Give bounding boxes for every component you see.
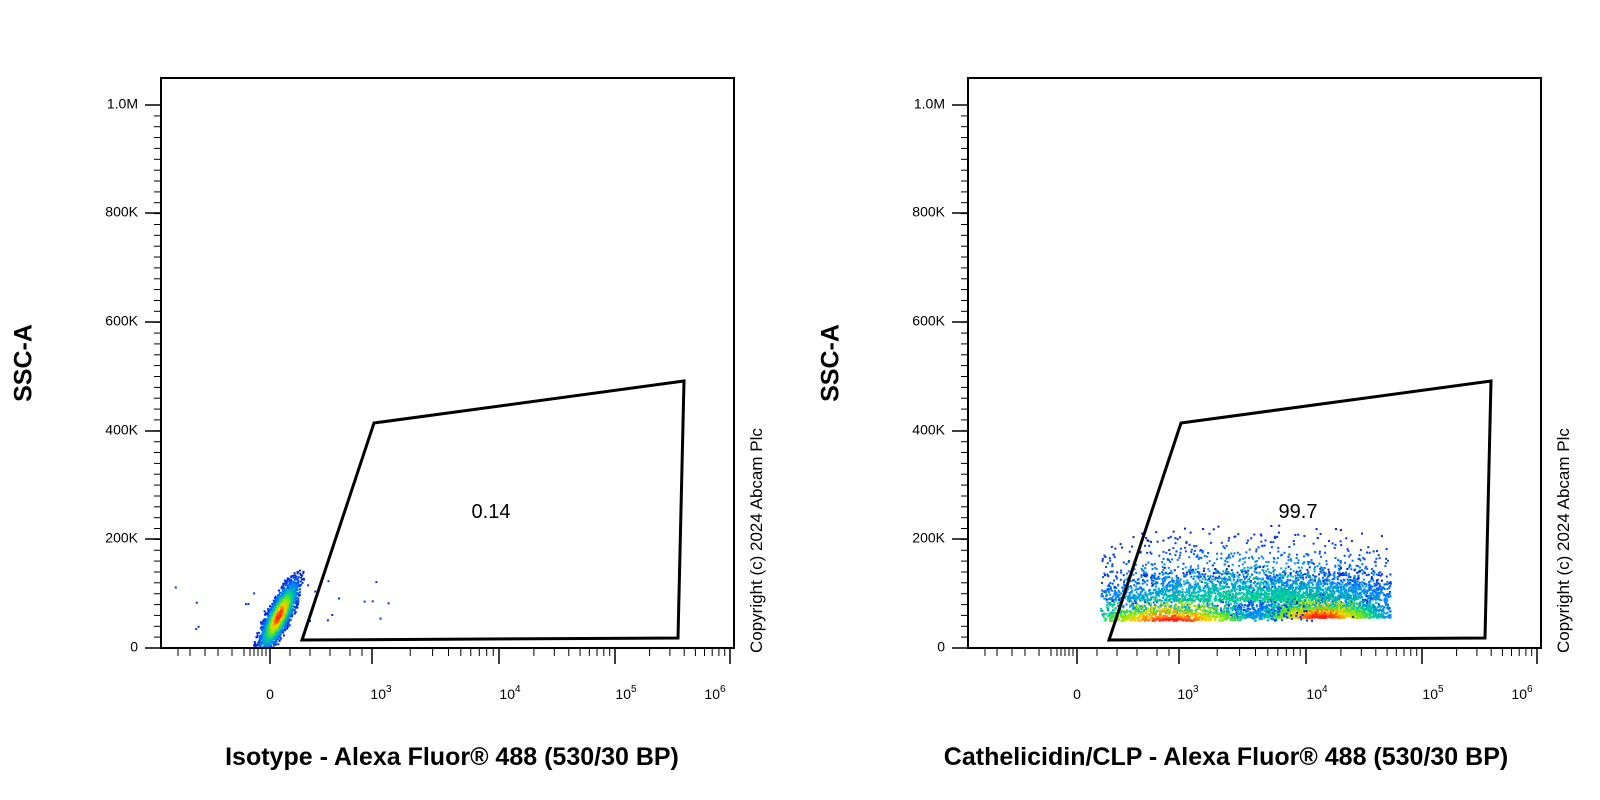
plot-frame	[967, 77, 1542, 649]
y-tick-label: 600K	[912, 313, 945, 329]
gate-percentage: 99.7	[1279, 501, 1318, 523]
y-tick-label: 0	[937, 639, 945, 655]
density-dots	[1100, 524, 1392, 622]
x-tick-label: 104	[499, 684, 521, 702]
x-axis-label: Isotype - Alexa Fluor® 488 (530/30 BP)	[225, 743, 679, 771]
x-minor-ticks	[984, 648, 1533, 656]
density-dots	[174, 569, 390, 648]
y-tick-label: 1.0M	[107, 96, 138, 112]
y-tick-label: 400K	[105, 422, 138, 438]
y-tick-label: 200K	[912, 530, 945, 546]
y-tick-label: 600K	[105, 313, 138, 329]
y-axis-label: SSC-A	[10, 324, 38, 402]
panel-cathelicidin: 0 200K 400K 600K 800K 1.0M 0 103 104 105…	[817, 77, 1573, 771]
gate-polygon	[299, 379, 686, 642]
gate-percentage: 0.14	[472, 501, 511, 523]
y-minor-ticks	[154, 104, 161, 649]
copyright-notice: Copyright (c) 2024 Abcam Plc	[747, 428, 766, 653]
y-tick-label: 800K	[912, 204, 945, 220]
y-axis-label: SSC-A	[817, 324, 845, 402]
y-tick-labels: 0 200K 400K 600K 800K 1.0M	[912, 96, 968, 655]
gate-polygon	[1106, 379, 1493, 642]
y-tick-labels: 0 200K 400K 600K 800K 1.0M	[105, 96, 161, 655]
x-tick-labels: 0 103 104 105 106	[1073, 648, 1538, 702]
y-tick-label: 0	[130, 639, 138, 655]
y-tick-label: 200K	[105, 530, 138, 546]
x-minor-ticks	[177, 648, 726, 656]
x-tick-label: 105	[1422, 684, 1444, 702]
x-tick-label: 103	[370, 684, 392, 702]
x-tick-label: 105	[615, 684, 637, 702]
plot-frame	[160, 77, 735, 649]
x-tick-label: 104	[1306, 684, 1328, 702]
y-tick-label: 1.0M	[914, 96, 945, 112]
x-tick-label: 103	[1177, 684, 1199, 702]
x-axis-label: Cathelicidin/CLP - Alexa Fluor® 488 (530…	[944, 743, 1508, 771]
x-tick-label: 106	[704, 684, 726, 702]
y-tick-label: 400K	[912, 422, 945, 438]
x-tick-label: 0	[266, 686, 274, 702]
y-tick-label: 800K	[105, 204, 138, 220]
panel-isotype: 0 200K 400K 600K 800K 1.0M 0 103 104 105…	[10, 77, 766, 771]
y-minor-ticks	[961, 104, 968, 649]
x-tick-label: 106	[1511, 684, 1533, 702]
x-tick-labels: 0 103 104 105 106	[266, 648, 731, 702]
x-tick-label: 0	[1073, 686, 1081, 702]
copyright-notice: Copyright (c) 2024 Abcam Plc	[1554, 428, 1573, 653]
